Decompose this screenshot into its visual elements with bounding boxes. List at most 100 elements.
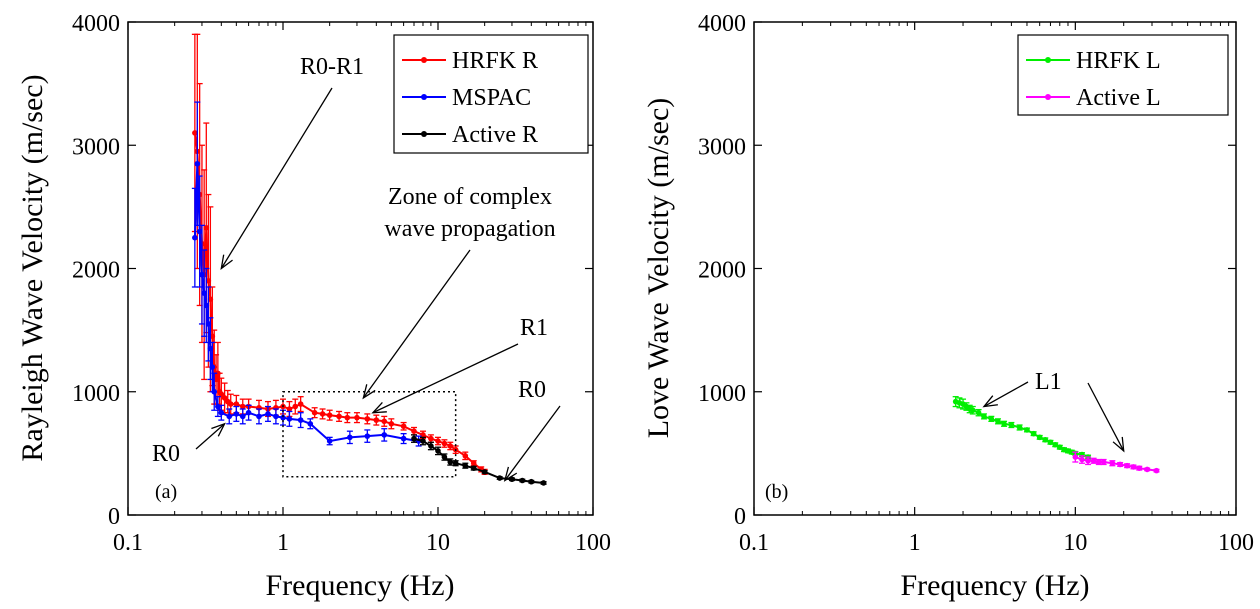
annotation-label: R0: [518, 377, 546, 403]
data-point: [1016, 424, 1023, 431]
data-point: [1008, 422, 1015, 428]
data-point: [203, 225, 210, 231]
panel-a-x-axis-label: Frequency (Hz): [265, 569, 454, 602]
panel-b-y-axis-label: Love Wave Velocity (m/sec): [642, 98, 675, 439]
data-point: [462, 453, 469, 459]
data-point: [428, 435, 434, 442]
y-tick-label: 3000: [72, 134, 120, 160]
data-point: [1079, 456, 1085, 463]
panel-a-y-axis-label: Rayleigh Wave Velocity (m/sec): [16, 74, 49, 461]
legend-label: HRFK L: [1076, 48, 1161, 74]
annotation-label: Zone of complex: [388, 184, 552, 210]
legend-entry: HRFK R: [402, 48, 538, 74]
panel-a-rayleigh: R0-R1 Zone of complex wave propagation R1 R0…: [16, 11, 611, 602]
series-hrfk-l: [952, 396, 1092, 460]
data-point: [1130, 464, 1137, 470]
x-tick-label: 10: [426, 530, 450, 556]
data-point: [192, 130, 198, 136]
data-point: [981, 413, 987, 420]
data-point: [1056, 444, 1063, 451]
data-point: [297, 417, 304, 423]
data-point: [256, 413, 262, 420]
data-point: [1047, 439, 1054, 446]
data-point: [400, 435, 407, 442]
x-tick-label: 1: [277, 530, 289, 556]
data-point: [528, 478, 535, 485]
arrow-head: [982, 395, 998, 408]
data-point: [519, 477, 526, 484]
data-point: [1042, 437, 1049, 443]
data-point: [326, 438, 333, 444]
data-point: [441, 440, 448, 447]
data-point: [273, 413, 279, 420]
y-tick-label: 0: [108, 504, 120, 530]
data-point: [239, 403, 246, 410]
x-tick-label: 0.1: [113, 530, 143, 556]
annotation-label: R0-R1: [300, 54, 364, 80]
arrow-head: [371, 402, 387, 414]
data-point: [1117, 461, 1123, 468]
y-tick-label: 0: [734, 504, 746, 530]
panel-b-x-axis-label: Frequency (Hz): [900, 569, 1089, 602]
y-tick-label: 3000: [698, 134, 746, 160]
arrow-head: [220, 254, 233, 270]
annotation-arrow: [983, 381, 1029, 408]
data-point: [1136, 465, 1143, 471]
data-point: [196, 228, 203, 235]
data-point: [1090, 457, 1097, 464]
legend-label: Active R: [452, 122, 538, 148]
data-point: [347, 434, 353, 441]
legend-marker: [1045, 57, 1051, 63]
data-point: [435, 438, 441, 444]
legend-label: MSPAC: [452, 85, 531, 111]
data-point: [481, 469, 488, 475]
y-tick-label: 1000: [72, 381, 120, 407]
data-point: [319, 411, 326, 417]
panel-a-tag: (a): [155, 481, 177, 503]
legend-entry: Active L: [1026, 85, 1161, 111]
annotation-arrow: [220, 87, 333, 269]
data-point: [192, 234, 198, 241]
data-point: [447, 459, 454, 465]
data-point: [286, 416, 293, 422]
data-point: [1096, 459, 1102, 465]
data-point: [233, 411, 240, 417]
legend-marker: [421, 94, 427, 100]
data-point: [1036, 434, 1043, 441]
annotation-arrow: [504, 405, 561, 481]
data-point: [969, 407, 976, 414]
arrow-head: [211, 422, 226, 437]
data-point: [470, 460, 477, 467]
data-point: [1085, 457, 1091, 464]
data-point: [226, 413, 233, 420]
series-active-r: [410, 434, 547, 486]
data-point: [1052, 441, 1059, 448]
data-point: [1001, 420, 1007, 427]
panel-b-tag: (b): [765, 481, 788, 503]
legend-entry: Active R: [402, 122, 538, 148]
data-point: [233, 401, 240, 407]
panel-a-legend: HRFK R MSPAC Active R: [393, 34, 589, 154]
data-point: [265, 411, 271, 417]
data-point: [245, 409, 252, 416]
data-point: [227, 401, 234, 407]
arrow-head: [362, 384, 376, 400]
annotation-arrow: [372, 343, 519, 414]
data-point: [388, 420, 395, 427]
legend-label: HRFK R: [452, 48, 538, 74]
legend-label: Active L: [1076, 85, 1161, 111]
legend-marker: [421, 57, 427, 63]
y-tick-label: 1000: [698, 381, 746, 407]
data-point: [1024, 427, 1030, 433]
data-point: [447, 443, 454, 449]
data-point: [326, 412, 333, 418]
data-point: [205, 321, 212, 327]
data-point: [509, 476, 515, 483]
data-point: [373, 417, 380, 423]
data-point: [540, 480, 547, 486]
legend-marker: [421, 131, 427, 137]
data-point: [209, 364, 216, 370]
data-point: [381, 418, 388, 425]
panel-b-legend: HRFK L Active L: [1017, 34, 1229, 116]
